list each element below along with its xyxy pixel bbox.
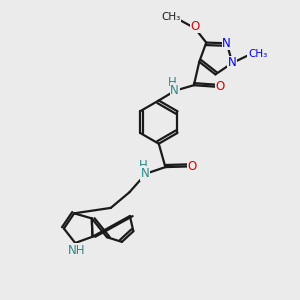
Text: N: N: [222, 37, 231, 50]
Text: CH₃: CH₃: [161, 12, 181, 22]
Text: O: O: [190, 20, 200, 33]
Text: O: O: [188, 160, 197, 173]
Text: NH: NH: [68, 244, 85, 257]
Text: H: H: [168, 76, 177, 89]
Text: N: N: [228, 56, 237, 70]
Text: O: O: [216, 80, 225, 93]
Text: N: N: [141, 167, 150, 180]
Text: H: H: [139, 159, 147, 172]
Text: CH₃: CH₃: [248, 49, 267, 59]
Text: N: N: [170, 84, 179, 97]
